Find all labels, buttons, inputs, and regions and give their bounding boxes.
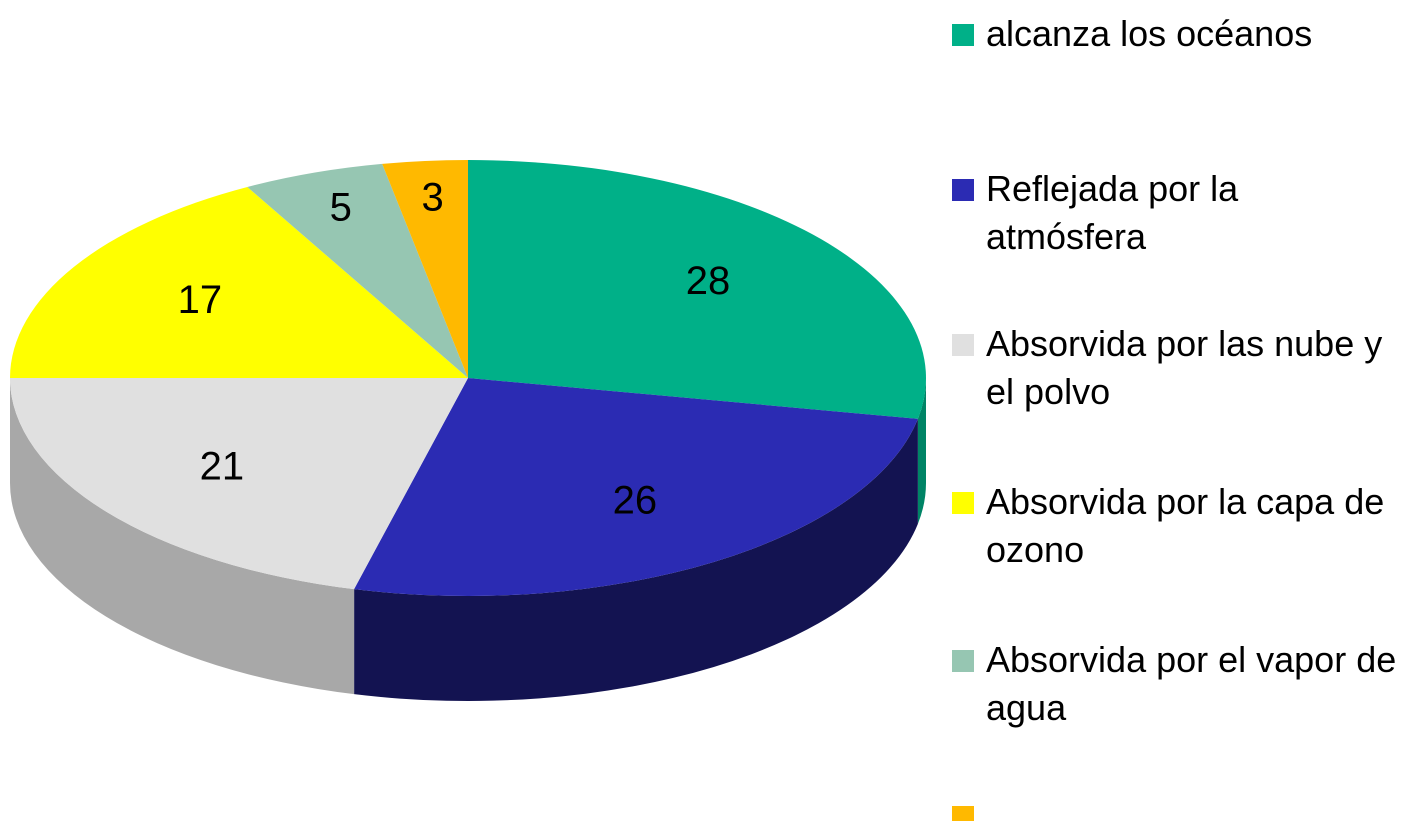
- pie-slice: [10, 186, 468, 378]
- pie-side: [10, 378, 355, 695]
- legend-item: Absorvida por la capa de ozono: [952, 478, 1402, 574]
- legend-label: alcanza los océanos: [986, 13, 1313, 54]
- legend-swatch: [952, 650, 974, 672]
- data-label: 28: [686, 259, 731, 303]
- legend-swatch: [952, 492, 974, 514]
- legend-swatch: [952, 806, 974, 821]
- legend-swatch: [952, 179, 974, 201]
- data-label: 17: [178, 278, 223, 322]
- legend-item: Reflejada por la atmósfera: [952, 165, 1402, 261]
- legend-item: alcanza los océanos: [952, 10, 1402, 58]
- legend-item: Absorvida por el vapor de agua: [952, 636, 1402, 732]
- pie-slice: [354, 378, 918, 596]
- pie-side: [917, 378, 926, 524]
- pie-side: [354, 418, 918, 701]
- legend-label: Absorvida por la capa de ozono: [986, 481, 1385, 570]
- chart: 28 26 21 17 5 3: [10, 160, 926, 701]
- pie-slice: [247, 163, 468, 378]
- pie-slice: [10, 378, 468, 590]
- legend-swatch: [952, 334, 974, 356]
- pie-slice: [382, 160, 468, 378]
- legend-label: Absorvida por las nube y el polvo: [986, 323, 1383, 412]
- legend-swatch: [952, 24, 974, 46]
- data-label: 21: [200, 444, 245, 488]
- legend-item: [952, 792, 1402, 821]
- data-label: 5: [330, 185, 352, 229]
- data-label: 3: [422, 176, 444, 220]
- legend-label: Absorvida por el vapor de agua: [986, 639, 1397, 728]
- legend-label: Reflejada por la atmósfera: [986, 168, 1239, 257]
- legend-item: Absorvida por las nube y el polvo: [952, 320, 1402, 416]
- data-label: 26: [613, 479, 658, 523]
- pie-slice: [468, 160, 926, 419]
